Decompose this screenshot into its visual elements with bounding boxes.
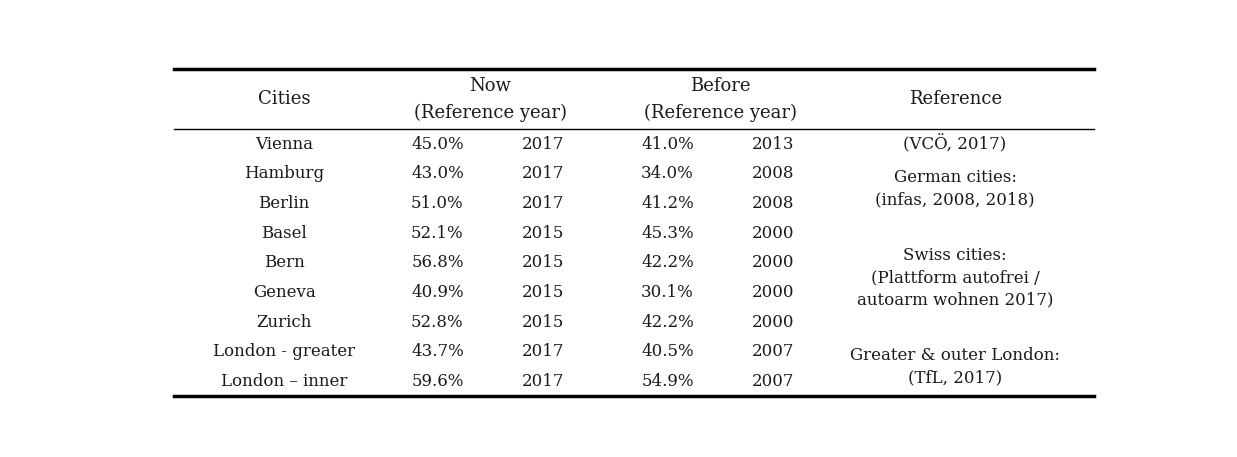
Text: Swiss cities:
(Plattform autofrei /
autoarm wohnen 2017): Swiss cities: (Plattform autofrei / auto… — [857, 247, 1054, 308]
Text: 2017: 2017 — [522, 136, 564, 153]
Text: 51.0%: 51.0% — [411, 195, 464, 212]
Text: London – inner: London – inner — [221, 373, 348, 390]
Text: 54.9%: 54.9% — [641, 373, 694, 390]
Text: 2015: 2015 — [522, 254, 564, 271]
Text: Hamburg: Hamburg — [244, 165, 324, 182]
Text: 2013: 2013 — [752, 136, 794, 153]
Text: 2015: 2015 — [522, 225, 564, 242]
Text: 2015: 2015 — [522, 314, 564, 330]
Text: 59.6%: 59.6% — [411, 373, 464, 390]
Text: 40.9%: 40.9% — [411, 284, 464, 301]
Text: Basel: Basel — [261, 225, 307, 242]
Text: (Reference year): (Reference year) — [413, 103, 567, 122]
Text: 2008: 2008 — [752, 165, 794, 182]
Text: Greater & outer London:
(TfL, 2017): Greater & outer London: (TfL, 2017) — [850, 347, 1060, 386]
Text: Zurich: Zurich — [256, 314, 312, 330]
Text: 45.0%: 45.0% — [411, 136, 464, 153]
Text: 2017: 2017 — [522, 165, 564, 182]
Text: Berlin: Berlin — [259, 195, 309, 212]
Text: 43.7%: 43.7% — [411, 343, 464, 360]
Text: 41.0%: 41.0% — [641, 136, 694, 153]
Text: 2017: 2017 — [522, 373, 564, 390]
Text: 43.0%: 43.0% — [411, 165, 464, 182]
Text: German cities:
(infas, 2008, 2018): German cities: (infas, 2008, 2018) — [876, 169, 1035, 208]
Text: 34.0%: 34.0% — [641, 165, 694, 182]
Text: 56.8%: 56.8% — [411, 254, 464, 271]
Text: 2007: 2007 — [752, 343, 794, 360]
Text: Vienna: Vienna — [255, 136, 313, 153]
Text: 2000: 2000 — [752, 254, 794, 271]
Text: 41.2%: 41.2% — [641, 195, 694, 212]
Text: Before: Before — [690, 77, 751, 95]
Text: 30.1%: 30.1% — [641, 284, 694, 301]
Text: 40.5%: 40.5% — [641, 343, 694, 360]
Text: 2015: 2015 — [522, 284, 564, 301]
Text: 52.8%: 52.8% — [411, 314, 464, 330]
Text: 2017: 2017 — [522, 195, 564, 212]
Text: (VCÖ, 2017): (VCÖ, 2017) — [903, 135, 1007, 154]
Text: Geneva: Geneva — [252, 284, 315, 301]
Text: Now: Now — [469, 77, 511, 95]
Text: Cities: Cities — [257, 90, 310, 108]
Text: 2000: 2000 — [752, 225, 794, 242]
Text: 42.2%: 42.2% — [641, 254, 694, 271]
Text: (Reference year): (Reference year) — [643, 103, 797, 122]
Text: Bern: Bern — [263, 254, 304, 271]
Text: 2008: 2008 — [752, 195, 794, 212]
Text: London - greater: London - greater — [213, 343, 355, 360]
Text: 52.1%: 52.1% — [411, 225, 464, 242]
Text: Reference: Reference — [908, 90, 1002, 108]
Text: 45.3%: 45.3% — [641, 225, 694, 242]
Text: 2007: 2007 — [752, 373, 794, 390]
Text: 2000: 2000 — [752, 314, 794, 330]
Text: 42.2%: 42.2% — [641, 314, 694, 330]
Text: 2000: 2000 — [752, 284, 794, 301]
Text: 2017: 2017 — [522, 343, 564, 360]
